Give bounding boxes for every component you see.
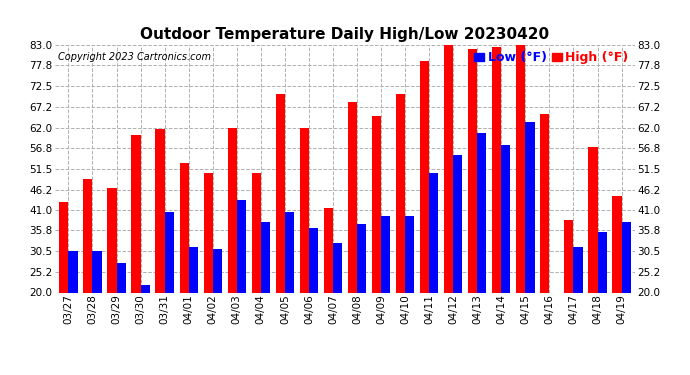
Bar: [261, 222, 270, 292]
Bar: [477, 134, 486, 292]
Bar: [188, 248, 198, 292]
Bar: [165, 212, 174, 292]
Bar: [429, 172, 438, 292]
Bar: [204, 172, 213, 292]
Bar: [589, 147, 598, 292]
Bar: [622, 222, 631, 292]
Bar: [131, 135, 141, 292]
Bar: [59, 202, 68, 292]
Bar: [179, 163, 188, 292]
Bar: [285, 212, 294, 292]
Bar: [348, 102, 357, 292]
Bar: [276, 94, 285, 292]
Bar: [309, 228, 318, 292]
Bar: [420, 61, 429, 292]
Bar: [141, 285, 150, 292]
Bar: [108, 188, 117, 292]
Bar: [598, 232, 607, 292]
Bar: [228, 128, 237, 292]
Bar: [492, 47, 502, 292]
Bar: [68, 251, 77, 292]
Bar: [396, 94, 405, 292]
Bar: [92, 251, 101, 292]
Bar: [252, 172, 261, 292]
Bar: [502, 145, 511, 292]
Bar: [213, 249, 222, 292]
Bar: [525, 122, 535, 292]
Bar: [155, 129, 165, 292]
Bar: [83, 178, 92, 292]
Bar: [117, 263, 126, 292]
Bar: [333, 243, 342, 292]
Bar: [237, 200, 246, 292]
Bar: [381, 216, 391, 292]
Legend: Low (°F), High (°F): Low (°F), High (°F): [474, 51, 629, 64]
Bar: [357, 224, 366, 292]
Bar: [444, 41, 453, 292]
Bar: [540, 114, 549, 292]
Bar: [564, 220, 573, 292]
Bar: [324, 208, 333, 292]
Bar: [453, 155, 462, 292]
Bar: [573, 248, 582, 292]
Bar: [613, 196, 622, 292]
Bar: [468, 49, 477, 292]
Text: Copyright 2023 Cartronics.com: Copyright 2023 Cartronics.com: [58, 53, 211, 62]
Bar: [372, 116, 381, 292]
Bar: [516, 43, 525, 292]
Bar: [299, 128, 309, 292]
Bar: [405, 216, 414, 292]
Title: Outdoor Temperature Daily High/Low 20230420: Outdoor Temperature Daily High/Low 20230…: [141, 27, 549, 42]
